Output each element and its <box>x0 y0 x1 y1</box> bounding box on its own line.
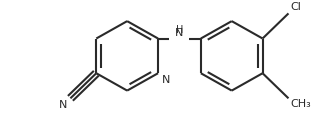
Text: N: N <box>162 75 170 85</box>
Text: Cl: Cl <box>290 2 301 12</box>
Text: N: N <box>175 28 183 38</box>
Text: H: H <box>176 25 183 35</box>
Text: CH₃: CH₃ <box>290 99 311 109</box>
Text: N: N <box>59 100 67 110</box>
